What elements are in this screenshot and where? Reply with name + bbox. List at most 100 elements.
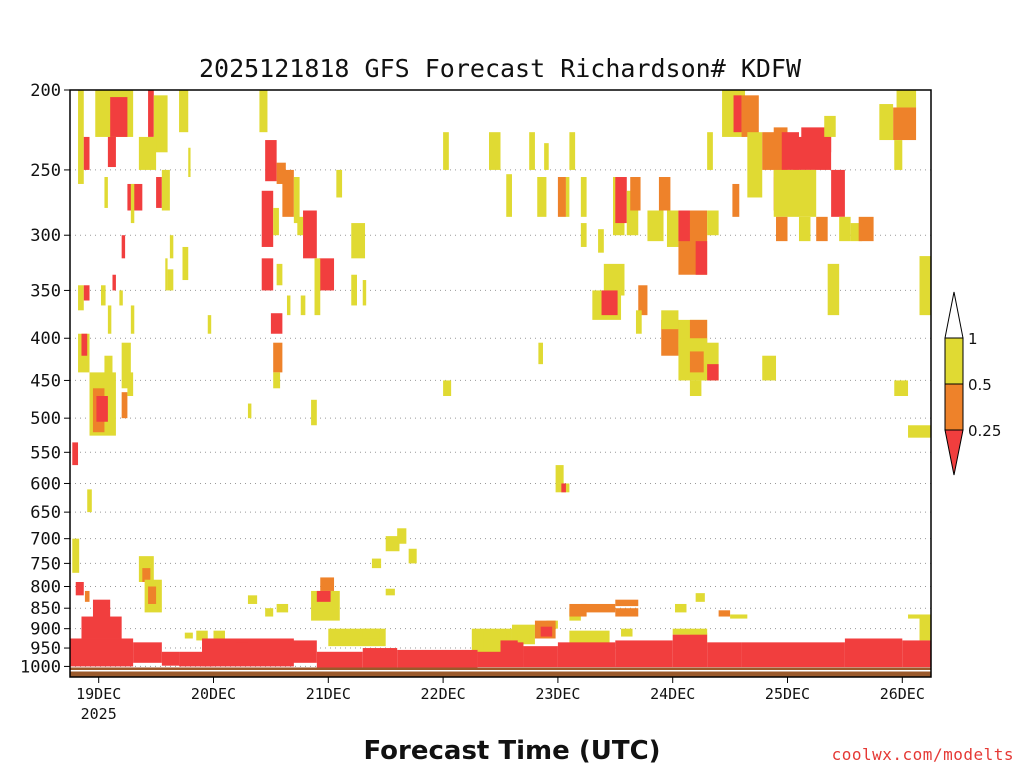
ri-cell-high — [894, 380, 909, 397]
x-tick-label: 23DEC — [535, 685, 580, 703]
ri-cell-high — [104, 177, 108, 208]
ri-cell-high — [179, 90, 189, 133]
ri-cell-mid — [689, 351, 704, 373]
ri-cell-mid — [580, 603, 616, 613]
x-year-label: 2025 — [81, 705, 117, 723]
ri-cell-high — [188, 147, 191, 178]
ri-cell-high — [707, 210, 719, 236]
legend-arrow-bottom — [944, 429, 964, 476]
ri-cell-mid — [121, 392, 128, 419]
ri-cell-high — [247, 403, 252, 419]
x-axis: 19DEC 20DEC 21DEC 22DEC 23DEC 24DEC 25DEC 26DEC… — [76, 677, 925, 723]
ri-cell-high — [165, 258, 168, 291]
ri-cell-high — [666, 210, 679, 247]
ri-cell-high — [555, 465, 564, 484]
plot-frame — [69, 89, 932, 678]
ri-cell-high — [517, 634, 530, 643]
y-axis: 200 250 300 350 400 450 500 550 600 650 700 750 8008… — [20, 81, 70, 677]
credit-link[interactable]: coolwx.com/modelts — [831, 745, 1014, 764]
ri-cell-low — [265, 140, 277, 182]
ri-cell-mid — [858, 216, 874, 242]
chart-title: 2025121818 GFS Forecast Richardson# KDFW — [199, 54, 802, 83]
ri-cell-mid — [282, 169, 294, 217]
ri-cell-low — [316, 590, 331, 602]
ri-cell-low — [261, 190, 274, 247]
ri-cell-high — [621, 628, 633, 637]
ri-cell-high — [385, 588, 395, 596]
ri-cell-low — [397, 649, 478, 668]
ri-cell-high — [798, 216, 811, 242]
ri-cell-high — [824, 115, 836, 137]
ri-cell-high — [276, 603, 289, 613]
ri-cell-low — [500, 640, 524, 668]
ri-cell-low — [236, 642, 289, 654]
ri-cell-mid — [776, 216, 788, 242]
ri-cell-low — [83, 285, 90, 301]
y-tick-label: 350 — [30, 281, 61, 301]
heatmap-cells — [70, 90, 931, 677]
ri-cell-high — [672, 628, 708, 635]
ri-cell-high — [107, 305, 112, 334]
ri-cell-high — [580, 177, 587, 217]
ri-cell-high — [161, 169, 170, 211]
ri-cell-low — [303, 210, 317, 259]
ri-cell-high — [850, 223, 863, 242]
ri-cell-low — [70, 638, 134, 667]
ri-cell-high — [635, 310, 642, 334]
ri-cell-mid — [273, 342, 283, 373]
ri-cell-high — [184, 632, 193, 639]
ri-cell-low — [316, 651, 363, 668]
ri-cell-low — [81, 616, 122, 639]
ri-cell-low — [615, 640, 673, 668]
y-tick-label: 450 — [30, 371, 61, 391]
x-tick-label: 19DEC — [76, 685, 121, 703]
y-tick-label: 550 — [30, 443, 61, 463]
ri-cell-low — [92, 599, 111, 621]
x-tick-label: 22DEC — [421, 685, 466, 703]
ri-cell-high — [153, 95, 168, 153]
ri-cell-high — [569, 132, 576, 170]
ri-cell-high — [247, 595, 258, 604]
ri-cell-high — [259, 90, 268, 133]
ri-cell-high — [894, 140, 903, 170]
ri-cell-high — [362, 280, 367, 306]
ri-cell-mid — [718, 610, 731, 617]
ri-cell-low — [127, 183, 143, 211]
y-tick-label: 800 — [30, 577, 61, 597]
ri-cell-high — [167, 269, 174, 291]
ri-cell-high — [443, 380, 452, 397]
ri-cell-low — [148, 90, 154, 137]
ri-cell-high — [78, 90, 84, 184]
x-tick-label: 25DEC — [765, 685, 810, 703]
ri-cell-high — [182, 246, 189, 281]
ri-cell-low — [261, 258, 274, 291]
ri-cell-high — [196, 630, 208, 641]
ri-cell-high — [273, 372, 281, 389]
ri-cell-low — [678, 210, 690, 242]
ri-cell-high — [78, 285, 84, 311]
ri-cell-high — [293, 177, 300, 224]
ri-cell-low — [787, 642, 845, 668]
ri-cell-high — [489, 132, 501, 170]
ri-cell-low — [156, 177, 162, 208]
ri-cell-low — [601, 290, 618, 316]
ri-cell-high — [598, 229, 604, 253]
y-tick-label: 400 — [30, 329, 61, 349]
ri-cell-high — [371, 558, 382, 569]
ri-cell-mid — [658, 177, 671, 211]
ri-cell-low — [477, 651, 501, 668]
ri-cell-high — [351, 274, 357, 306]
ri-cell-high — [695, 593, 705, 602]
ri-cell-high — [276, 263, 283, 286]
y-tick-label: 250 — [30, 161, 61, 181]
y-tick-label: 200 — [30, 81, 61, 101]
ri-cell-mid — [762, 132, 777, 170]
ri-cell-low — [81, 333, 88, 356]
ri-cell-high — [919, 616, 931, 641]
ri-cell-low — [557, 642, 616, 668]
ri-cell-low — [707, 364, 719, 381]
ri-cell-high — [626, 190, 639, 236]
legend-arrow-top — [944, 291, 964, 339]
ri-cell-high — [72, 538, 80, 573]
